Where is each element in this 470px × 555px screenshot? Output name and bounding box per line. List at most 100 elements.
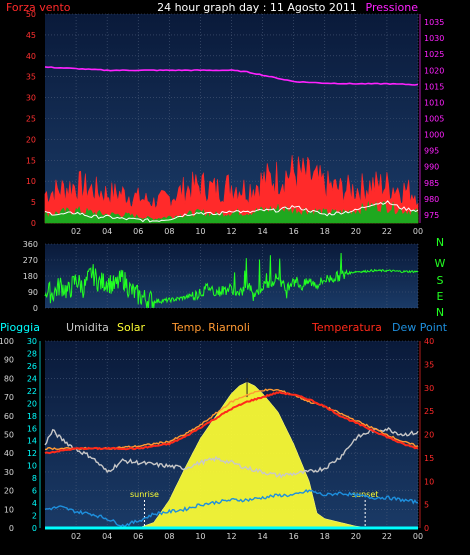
x-tick-label: 00 xyxy=(413,532,423,541)
wind-y-tick-label: 40 xyxy=(26,52,36,61)
wind-y-tick-label: 35 xyxy=(26,73,36,82)
rain-y-tick-label: 20 xyxy=(27,399,37,408)
compass-label: W xyxy=(435,257,446,270)
x-tick-label: 06 xyxy=(133,227,143,236)
humidity-y-tick-label: 10 xyxy=(4,505,14,514)
pressure-y-tick-label: 980 xyxy=(424,195,439,204)
direction-y-tick-label: 90 xyxy=(28,288,38,297)
legend-item: Dew Point xyxy=(392,321,448,334)
humidity-y-tick-label: 100 xyxy=(0,337,14,346)
x-tick-label: 10 xyxy=(195,227,205,236)
rain-y-tick-label: 6 xyxy=(32,487,37,496)
rain-y-tick-label: 8 xyxy=(32,474,37,483)
temp-y-tick-label: 15 xyxy=(424,454,434,463)
wind-y-tick-label: 10 xyxy=(26,177,36,186)
wind-y-tick-label: 50 xyxy=(26,10,36,19)
direction-y-tick-label: 270 xyxy=(23,256,38,265)
x-tick-label: 04 xyxy=(102,532,112,541)
direction-y-tick-label: 180 xyxy=(23,272,38,281)
wind-speed-line xyxy=(44,200,419,223)
humidity-line xyxy=(44,426,419,479)
humidity-y-tick-label: 40 xyxy=(4,449,14,458)
wind-y-tick-label: 30 xyxy=(26,94,36,103)
legend-item: Pioggia xyxy=(0,321,40,334)
legend-item: Umidita xyxy=(66,321,109,334)
humidity-y-tick-label: 0 xyxy=(9,524,14,533)
x-tick-label: 14 xyxy=(257,227,267,236)
compass-label: N xyxy=(436,236,444,249)
x-tick-label: 02 xyxy=(71,532,81,541)
pressure-axis-title: Pressione xyxy=(366,1,419,14)
humidity-y-tick-label: 20 xyxy=(4,487,14,496)
rain-y-tick-label: 30 xyxy=(27,337,37,346)
compass-label: S xyxy=(437,274,444,287)
legend-item: Temperatura xyxy=(311,321,382,334)
pressure-y-tick-label: 1015 xyxy=(424,82,444,91)
wind-direction-line xyxy=(44,252,419,309)
direction-y-tick-label: 0 xyxy=(33,304,38,313)
pressure-y-tick-label: 1000 xyxy=(424,131,444,140)
rain-y-tick-label: 10 xyxy=(27,462,37,471)
x-tick-label: 16 xyxy=(289,532,299,541)
wind-gust-area xyxy=(44,155,419,224)
x-tick-label: 18 xyxy=(320,532,330,541)
pressure-y-tick-label: 985 xyxy=(424,179,439,188)
wind-pressure-panel: 02 04 06 08 10 12 14 16 18 20 22 000510152025303540… xyxy=(26,10,445,236)
humidity-y-tick-label: 90 xyxy=(4,356,14,365)
sunrise-label: sunrise xyxy=(130,490,159,499)
x-tick-label: 22 xyxy=(382,532,392,541)
humidity-y-tick-label: 60 xyxy=(4,412,14,421)
temp-y-tick-label: 25 xyxy=(424,407,434,416)
x-tick-label: 16 xyxy=(289,227,299,236)
wind-y-tick-label: 20 xyxy=(26,135,36,144)
x-tick-label: 18 xyxy=(320,227,330,236)
pressure-y-tick-label: 995 xyxy=(424,147,439,156)
weather-panel: sunrise sunset 02 04 06 08 10 12 14 16 18 20 22 0001… xyxy=(0,337,434,541)
pressure-y-tick-label: 1035 xyxy=(424,18,444,27)
wind-avg-area xyxy=(44,200,419,224)
temperature-line xyxy=(44,390,419,455)
pressure-y-tick-label: 1010 xyxy=(424,98,444,107)
rain-y-tick-label: 16 xyxy=(27,424,37,433)
x-tick-label: 20 xyxy=(351,227,361,236)
x-tick-label: 02 xyxy=(71,227,81,236)
pressure-y-tick-label: 1005 xyxy=(424,115,444,124)
temp-y-tick-label: 5 xyxy=(424,501,429,510)
x-tick-label: 08 xyxy=(164,532,174,541)
weather-legend: Pioggia Umidita Solar Temp. Riarnoli Tempera… xyxy=(0,321,448,334)
x-tick-label: 06 xyxy=(133,532,143,541)
temp-y-tick-label: 20 xyxy=(424,431,434,440)
rain-y-tick-label: 2 xyxy=(32,512,37,521)
compass-label: E xyxy=(437,290,444,303)
humidity-y-tick-label: 80 xyxy=(4,374,14,383)
direction-y-tick-label: 360 xyxy=(23,240,38,249)
x-tick-label: 12 xyxy=(226,532,236,541)
rain-y-tick-label: 12 xyxy=(27,449,37,458)
x-tick-label: 10 xyxy=(195,532,205,541)
wind-y-tick-label: 0 xyxy=(31,219,36,228)
temp-y-tick-label: 10 xyxy=(424,477,434,486)
legend-item: Temp. Riarnoli xyxy=(171,321,250,334)
x-tick-label: 22 xyxy=(382,227,392,236)
pressure-y-tick-label: 1030 xyxy=(424,34,444,43)
rain-y-tick-label: 0 xyxy=(32,524,37,533)
pressure-y-tick-label: 975 xyxy=(424,211,439,220)
wind-y-tick-label: 15 xyxy=(26,156,36,165)
x-tick-label: 08 xyxy=(164,227,174,236)
temp-y-tick-label: 0 xyxy=(424,524,429,533)
pressure-y-tick-label: 1020 xyxy=(424,66,444,75)
chart-title: 24 hour graph day : 11 Agosto 2011 xyxy=(157,1,357,14)
wind-y-tick-label: 45 xyxy=(26,31,36,40)
pressure-line xyxy=(44,66,419,86)
rain-y-tick-label: 26 xyxy=(27,362,37,371)
temp-y-tick-label: 30 xyxy=(424,384,434,393)
rain-y-tick-label: 18 xyxy=(27,412,37,421)
compass-label: N xyxy=(436,306,444,319)
sunset-label: sunset xyxy=(352,490,379,499)
x-tick-label: 00 xyxy=(413,227,423,236)
wind-y-tick-label: 25 xyxy=(26,115,36,124)
wind-axis-title: Forza vento xyxy=(6,1,71,14)
